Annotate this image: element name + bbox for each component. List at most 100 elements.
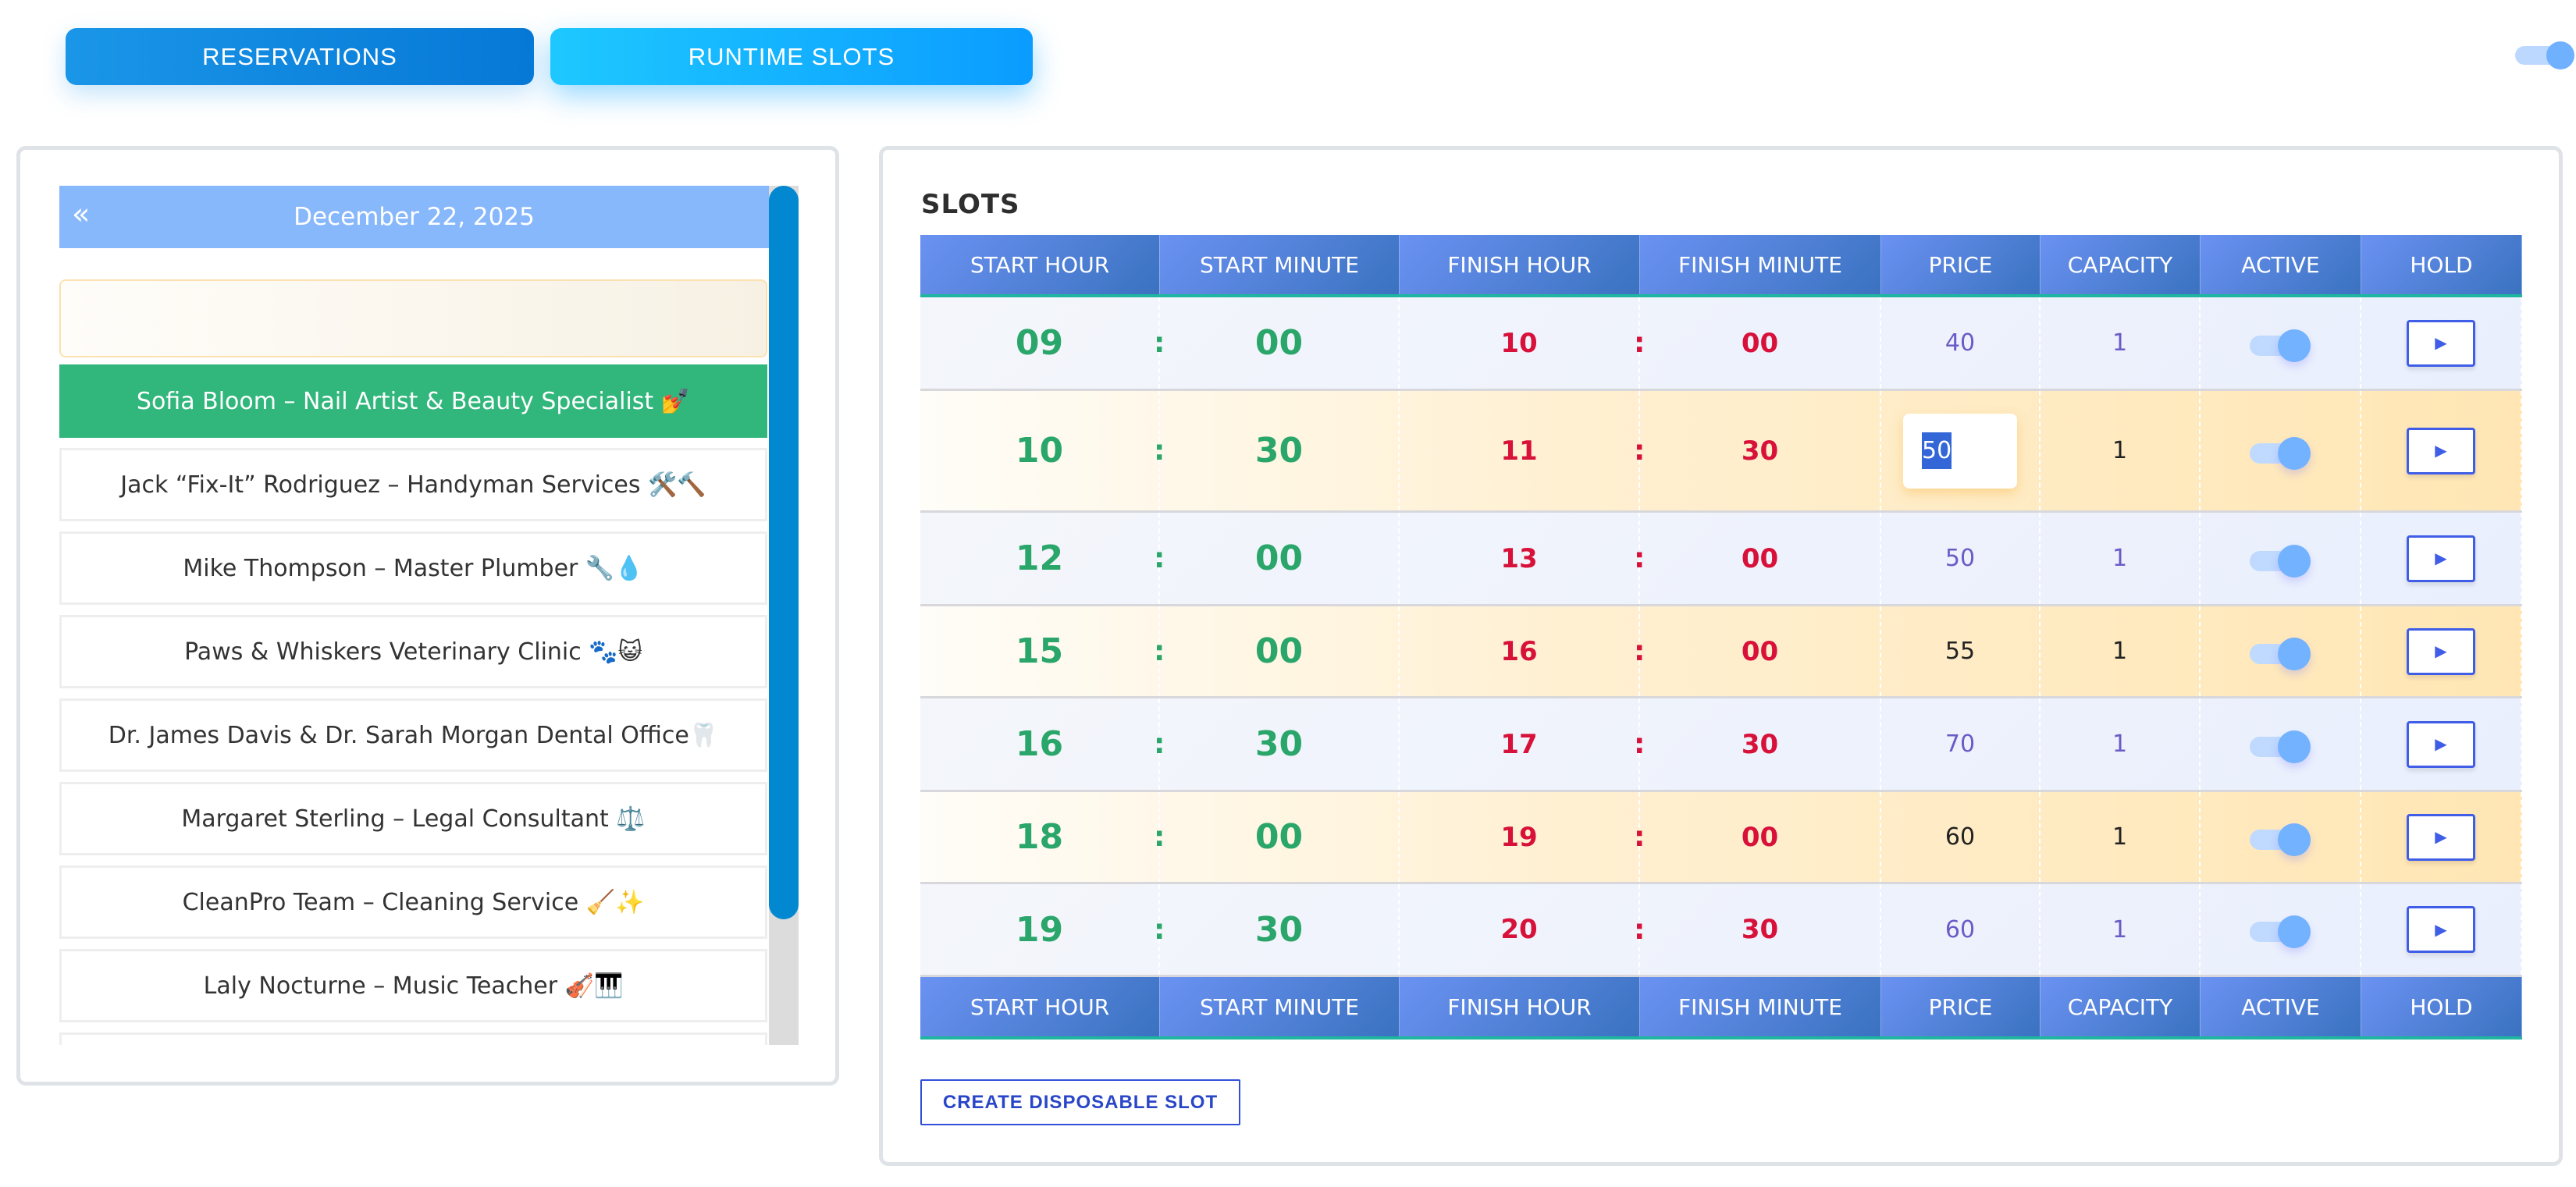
cell-fh[interactable]: 13 [1400, 513, 1640, 604]
cell-fm[interactable]: : 30 [1634, 884, 1881, 975]
start-hour[interactable]: 16 [1015, 724, 1064, 764]
price-value[interactable]: 70 [1944, 730, 1976, 758]
cell-fh[interactable]: 10 [1400, 297, 1640, 389]
hold-button[interactable]: ▶ [2407, 813, 2475, 861]
start-minute[interactable]: 30 [1254, 909, 1304, 950]
start-hour[interactable]: 18 [1015, 817, 1064, 857]
cell-price[interactable]: 50 [1881, 391, 2041, 510]
active-toggle[interactable] [2250, 543, 2311, 578]
finish-minute[interactable]: 00 [1741, 327, 1779, 359]
hold-button[interactable]: ▶ [2407, 720, 2475, 768]
capacity-value[interactable]: 1 [2112, 730, 2128, 758]
hold-button[interactable]: ▶ [2407, 906, 2475, 953]
cell-sm[interactable]: : 30 [1154, 698, 1400, 790]
start-minute[interactable]: 30 [1254, 431, 1304, 471]
cell-sh[interactable]: 10 [920, 391, 1160, 510]
cell-sm[interactable]: : 00 [1154, 513, 1400, 604]
active-toggle[interactable] [2250, 435, 2311, 470]
start-hour[interactable]: 09 [1015, 323, 1064, 363]
cell-fm[interactable]: : 30 [1634, 698, 1881, 790]
capacity-value[interactable]: 1 [2112, 638, 2128, 665]
finish-hour[interactable]: 17 [1500, 728, 1538, 760]
price-value[interactable]: 40 [1944, 329, 1976, 357]
price-value[interactable]: 50 [1944, 545, 1976, 572]
start-hour[interactable]: 15 [1015, 631, 1064, 671]
cell-sm[interactable]: : 00 [1154, 792, 1400, 882]
tab-reservations[interactable]: RESERVATIONS [66, 28, 534, 85]
finish-minute[interactable]: 00 [1741, 635, 1779, 667]
cell-price[interactable]: 60 [1881, 884, 2041, 975]
provider-list-item[interactable]: Paws & Whiskers Veterinary Clinic 🐾😺 [59, 615, 767, 688]
cell-sm[interactable]: : 00 [1154, 606, 1400, 696]
start-hour[interactable]: 12 [1015, 538, 1064, 578]
capacity-value[interactable]: 1 [2112, 823, 2128, 851]
price-input[interactable]: 50 [1903, 413, 2017, 489]
active-toggle[interactable] [2250, 914, 2311, 948]
provider-list-item[interactable] [59, 1032, 767, 1045]
start-minute[interactable]: 00 [1254, 817, 1304, 857]
capacity-value[interactable]: 1 [2112, 329, 2128, 357]
cell-sh[interactable]: 18 [920, 792, 1160, 882]
cell-fm[interactable]: : 00 [1634, 297, 1881, 389]
cell-fh[interactable]: 11 [1400, 391, 1640, 510]
capacity-value[interactable]: 1 [2112, 437, 2128, 464]
cell-price[interactable]: 55 [1881, 606, 2041, 696]
cell-sm[interactable]: : 00 [1154, 297, 1400, 389]
scrollbar-thumb[interactable] [769, 186, 799, 919]
start-hour[interactable]: 10 [1015, 431, 1064, 471]
start-minute[interactable]: 00 [1254, 631, 1304, 671]
provider-list-item[interactable]: Sofia Bloom – Nail Artist & Beauty Speci… [59, 364, 767, 438]
cell-fh[interactable]: 19 [1400, 792, 1640, 882]
cell-sm[interactable]: : 30 [1154, 884, 1400, 975]
cell-fh[interactable]: 20 [1400, 884, 1640, 975]
price-value[interactable]: 55 [1944, 638, 1976, 665]
cell-sm[interactable]: : 30 [1154, 391, 1400, 510]
provider-list-item[interactable]: Laly Nocturne – Music Teacher 🎻🎹 [59, 949, 767, 1022]
cell-sh[interactable]: 12 [920, 513, 1160, 604]
price-value[interactable]: 60 [1944, 915, 1976, 944]
provider-list-item[interactable]: Jack “Fix-It” Rodriguez – Handyman Servi… [59, 448, 767, 521]
cell-sh[interactable]: 19 [920, 884, 1160, 975]
finish-hour[interactable]: 11 [1500, 435, 1538, 467]
tab-runtime-slots[interactable]: RUNTIME SLOTS [550, 28, 1033, 85]
active-toggle[interactable] [2250, 636, 2311, 670]
finish-hour[interactable]: 10 [1500, 327, 1538, 359]
start-minute[interactable]: 30 [1254, 724, 1304, 764]
provider-list-item[interactable]: CleanPro Team – Cleaning Service 🧹✨ [59, 865, 767, 939]
active-toggle[interactable] [2250, 328, 2311, 362]
cell-fm[interactable]: : 30 [1634, 391, 1881, 510]
start-minute[interactable]: 00 [1254, 323, 1304, 363]
scrollbar[interactable] [769, 186, 799, 1045]
finish-minute[interactable]: 00 [1741, 821, 1779, 853]
cell-sh[interactable]: 09 [920, 297, 1160, 389]
start-minute[interactable]: 00 [1254, 538, 1304, 578]
cell-sh[interactable]: 16 [920, 698, 1160, 790]
capacity-value[interactable]: 1 [2112, 915, 2128, 944]
provider-list-item[interactable]: Mike Thompson – Master Plumber 🔧💧 [59, 531, 767, 605]
prev-date-icon[interactable]: « [72, 197, 91, 231]
finish-hour[interactable]: 20 [1500, 914, 1538, 945]
cell-fh[interactable]: 16 [1400, 606, 1640, 696]
cell-fm[interactable]: : 00 [1634, 513, 1881, 604]
finish-minute[interactable]: 30 [1741, 435, 1779, 467]
cell-fm[interactable]: : 00 [1634, 606, 1881, 696]
cell-sh[interactable]: 15 [920, 606, 1160, 696]
active-toggle[interactable] [2250, 822, 2311, 856]
cell-price[interactable]: 50 [1881, 513, 2041, 604]
top-toggle-switch[interactable] [2515, 41, 2576, 69]
cell-price[interactable]: 70 [1881, 698, 2041, 790]
hold-button[interactable]: ▶ [2407, 535, 2475, 582]
finish-hour[interactable]: 19 [1500, 821, 1538, 853]
cell-price[interactable]: 40 [1881, 297, 2041, 389]
provider-list-item[interactable]: Margaret Sterling – Legal Consultant ⚖️ [59, 782, 767, 855]
finish-minute[interactable]: 30 [1741, 914, 1779, 945]
provider-list-item[interactable]: Dr. James Davis & Dr. Sarah Morgan Denta… [59, 698, 767, 772]
active-toggle[interactable] [2250, 729, 2311, 763]
cell-price[interactable]: 60 [1881, 792, 2041, 882]
hold-button[interactable]: ▶ [2407, 627, 2475, 675]
hold-button[interactable]: ▶ [2407, 319, 2475, 367]
create-disposable-slot-button[interactable]: CREATE DISPOSABLE SLOT [920, 1079, 1240, 1125]
capacity-value[interactable]: 1 [2112, 545, 2128, 572]
price-value[interactable]: 60 [1944, 823, 1976, 851]
finish-hour[interactable]: 16 [1500, 635, 1538, 667]
